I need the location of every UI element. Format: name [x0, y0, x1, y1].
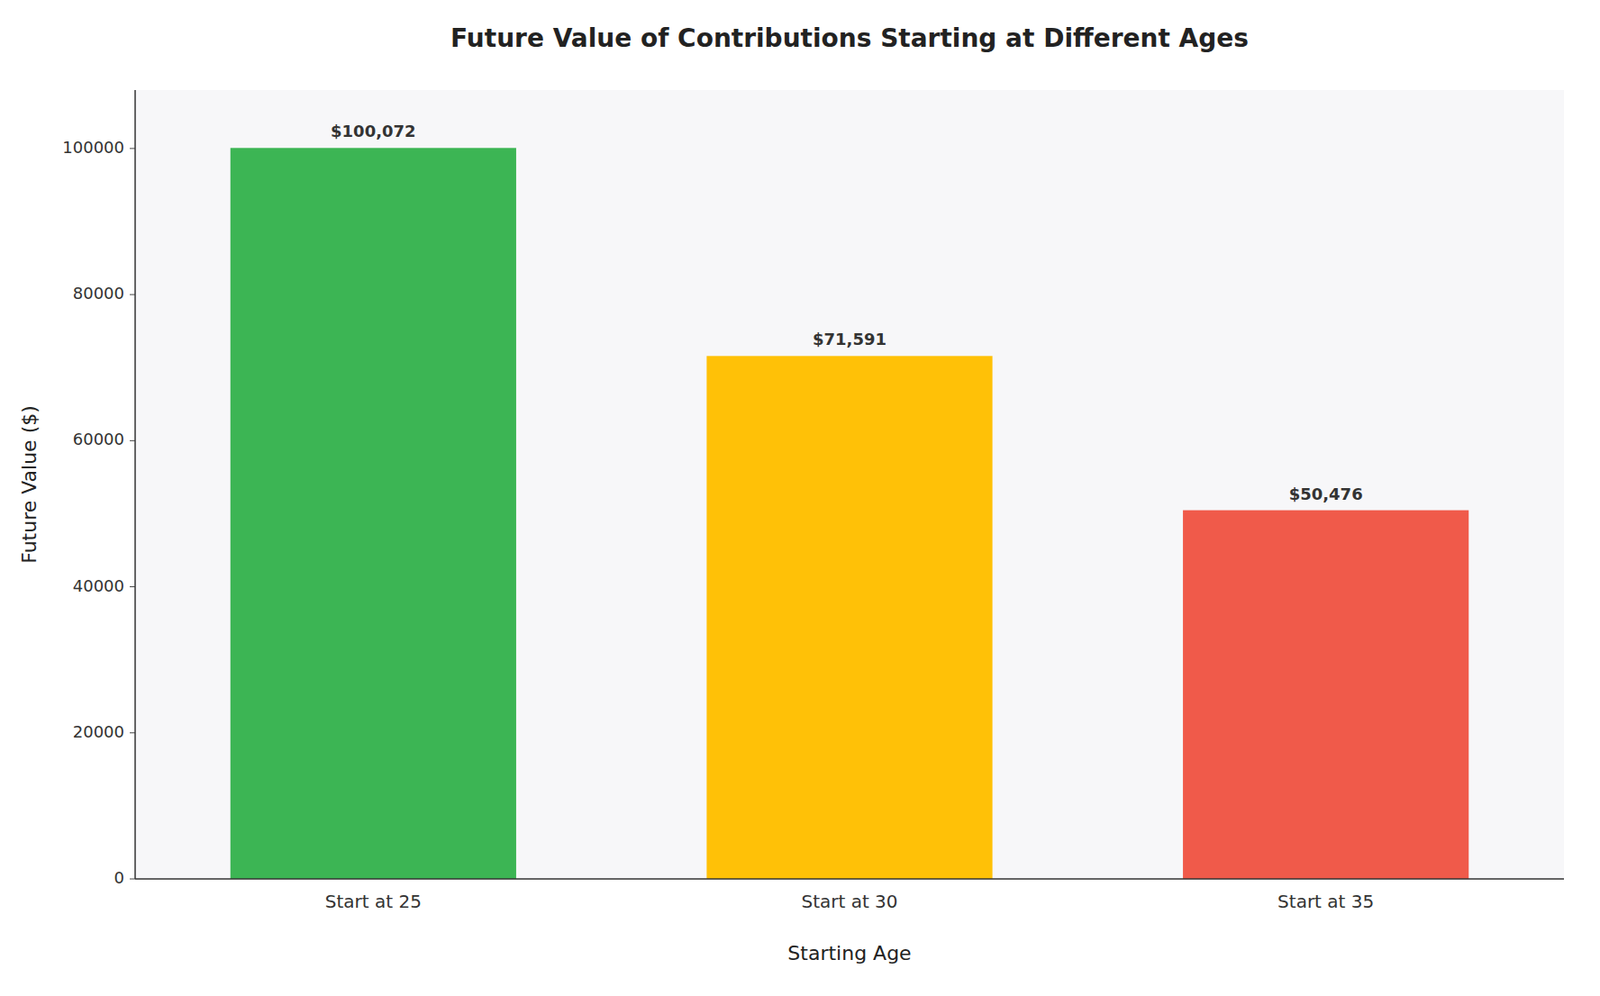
x-ticks: Start at 25 Start at 30 Start at 35: [325, 890, 1374, 913]
chart: 020000400006000080000100000Start at 25St…: [0, 0, 1600, 996]
y-tick: [129, 147, 136, 149]
y-tick-label: 40000: [72, 576, 125, 596]
x-axis-line: [135, 878, 1564, 881]
y-tick-label: 100000: [62, 137, 125, 157]
x-tick-label: Start at 25: [325, 890, 422, 913]
y-tick-label: 60000: [72, 429, 125, 449]
data-label: $100,072: [330, 121, 417, 141]
data-label: $71,591: [812, 329, 887, 349]
x-tick-label: Start at 30: [800, 890, 898, 913]
x-tick-label: Start at 35: [1277, 890, 1374, 913]
chart-container: 020000400006000080000100000Start at 25St…: [0, 0, 1600, 996]
bar: [706, 355, 992, 880]
y-axis-label: Future Value ($): [18, 405, 41, 564]
y-axis-line: [134, 90, 137, 880]
y-tick-label: 0: [114, 868, 125, 888]
data-labels: $100,072 $71,591 $50,476: [330, 121, 1364, 503]
y-tick-label: 20000: [72, 722, 125, 742]
data-label: $50,476: [1289, 484, 1364, 504]
y-tick: [129, 732, 136, 734]
y-tick: [129, 440, 136, 442]
y-tick: [129, 586, 136, 588]
y-ticks: 0 20000 40000 60000 80000 100000: [62, 137, 136, 888]
title: Future Value of Contributions Starting a…: [450, 23, 1249, 54]
y-tick: [129, 879, 136, 881]
x-axis-label: Starting Age: [787, 942, 911, 965]
bar: [1182, 510, 1469, 880]
y-tick: [129, 294, 136, 296]
bar: [230, 147, 517, 880]
bars: [230, 147, 1470, 880]
plot-background: [135, 90, 1564, 880]
y-tick-label: 80000: [72, 283, 125, 303]
